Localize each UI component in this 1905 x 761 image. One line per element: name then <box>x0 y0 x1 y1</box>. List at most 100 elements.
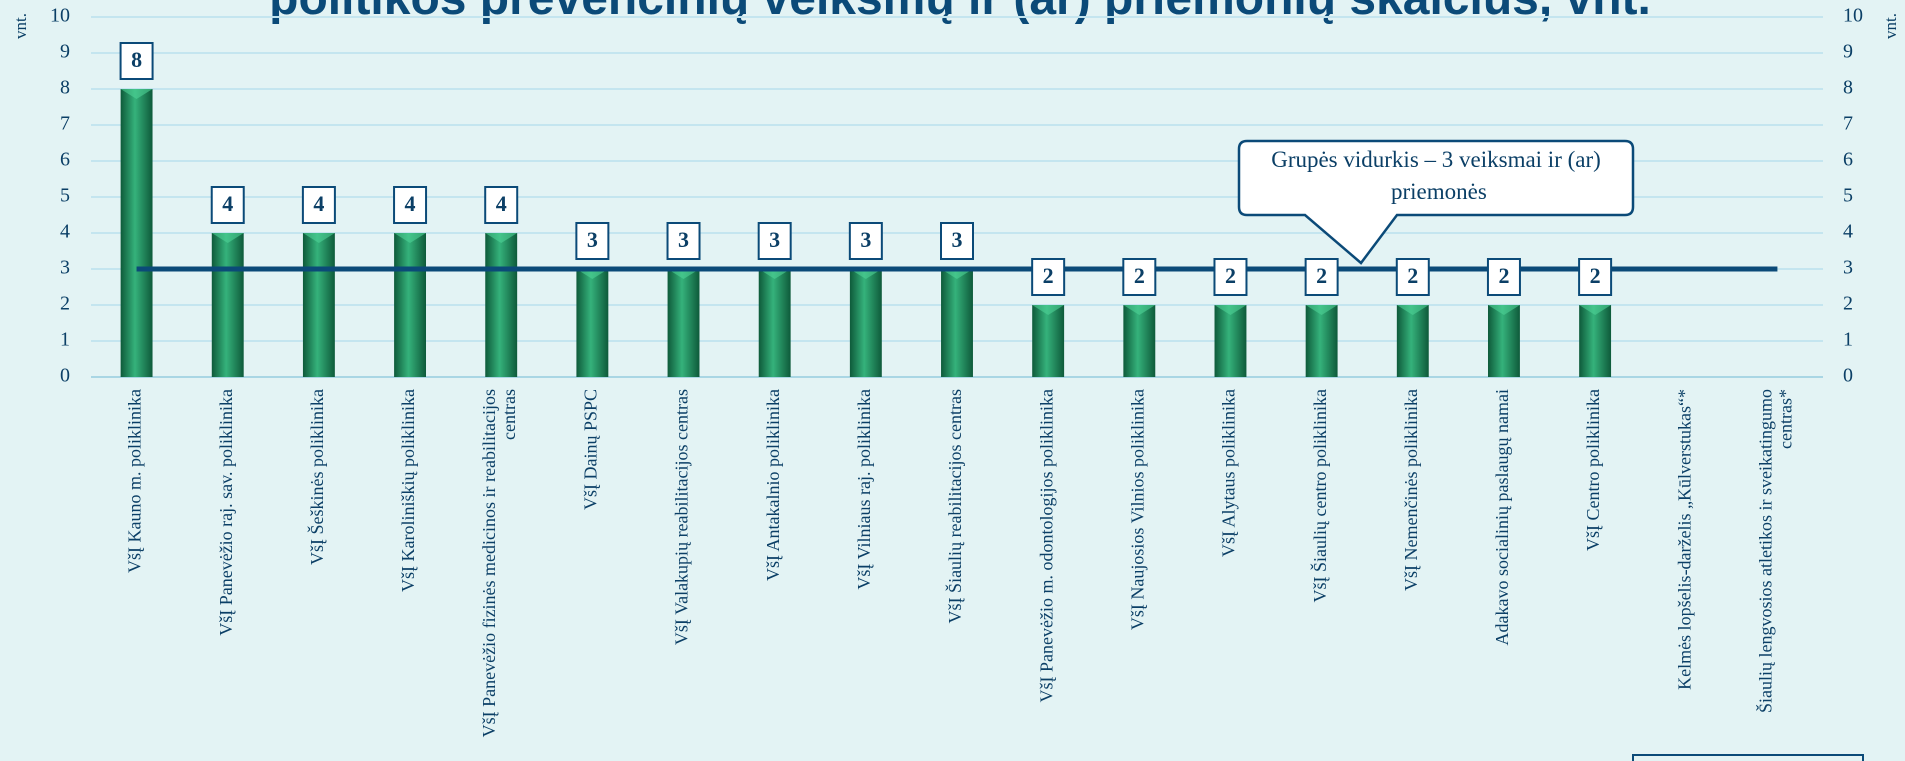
value-label: 8 <box>131 47 142 72</box>
y2-tick-label: 6 <box>1843 149 1853 171</box>
bar-top <box>485 233 518 243</box>
bar-top <box>302 233 335 243</box>
bar <box>302 233 335 377</box>
bar <box>667 269 700 377</box>
y-tick-label: 7 <box>60 113 70 135</box>
bar-top <box>1305 305 1338 315</box>
x-tick-label: VšĮ Panevėžio fizinės medicinos ir reabi… <box>479 389 519 737</box>
y-tick-label: 8 <box>60 77 70 99</box>
y2-tick-label: 1 <box>1843 329 1853 351</box>
x-tick-label: VšĮ Antakalnio poliklinika <box>763 389 783 581</box>
value-label-box <box>210 186 245 224</box>
bar <box>576 269 609 377</box>
bar <box>1305 305 1338 377</box>
x-tick-label: VšĮ Panevėžio m. odontologijos poliklini… <box>1036 389 1056 702</box>
y2-tick-label: 0 <box>1843 365 1853 387</box>
y2-tick-label: 8 <box>1843 77 1853 99</box>
x-tick-label: VšĮ Šeškinės poliklinika <box>306 389 327 565</box>
y-tick-label: 10 <box>50 5 70 27</box>
x-tick-label: VšĮ Valakupių reabilitacijos centras <box>672 389 692 645</box>
y-axis-label: vnt. <box>11 13 30 39</box>
value-label-box <box>1578 258 1613 296</box>
value-label-box <box>848 222 883 260</box>
bar <box>394 233 427 377</box>
bar-top <box>1214 305 1247 315</box>
y2-tick-label: 4 <box>1843 221 1853 243</box>
y-tick-label: 4 <box>60 221 70 243</box>
y2-tick-label: 7 <box>1843 113 1853 135</box>
bar <box>849 269 882 377</box>
value-label: 2 <box>1407 263 1418 288</box>
bar-top <box>120 89 153 99</box>
x-tick-label: VšĮ Karoliniškių poliklinika <box>398 389 418 592</box>
x-tick-label: VšĮ Vilniaus raj. poliklinika <box>854 389 874 590</box>
x-tick-label: VšĮ Naujosios Vilnios poliklinika <box>1127 389 1147 630</box>
value-label: 3 <box>587 227 598 252</box>
value-label: 2 <box>1225 263 1236 288</box>
y-tick-label: 0 <box>60 365 70 387</box>
y-tick-label: 3 <box>60 257 70 279</box>
value-label: 2 <box>1498 263 1509 288</box>
value-label-box <box>1031 258 1066 296</box>
annotation: Grupės vidurkis – 3 veiksmai ir (ar) pri… <box>1271 147 1601 204</box>
x-tick-label: Adakavo socialinių paslaugų namai <box>1492 389 1512 645</box>
bar <box>941 269 973 377</box>
value-label: 4 <box>496 191 507 216</box>
x-tick-label: VšĮ Alytaus poliklinika <box>1219 389 1239 557</box>
value-label: 3 <box>952 227 963 252</box>
bar <box>758 269 791 377</box>
value-label-box <box>119 42 154 80</box>
x-tick-label: Šiaulių lengvosios atletikos ir sveikati… <box>1755 389 1796 713</box>
value-label: 4 <box>222 191 233 216</box>
bar <box>1579 305 1612 377</box>
value-label: 2 <box>1134 263 1145 288</box>
value-label: 3 <box>860 227 871 252</box>
y-tick-label: 1 <box>60 329 70 351</box>
note-box <box>1632 754 1864 761</box>
value-label: 3 <box>769 227 780 252</box>
x-tick-label: VšĮ Nemenčinės poliklinika <box>1401 389 1421 591</box>
value-label-box <box>1304 258 1339 296</box>
x-tick-label: VšĮ Šiaulių reabilitacijos centras <box>944 389 965 623</box>
x-tick-label: VšĮ Centro poliklinika <box>1583 389 1603 551</box>
value-label: 2 <box>1590 263 1601 288</box>
bar <box>1123 305 1156 377</box>
bar-top <box>1396 305 1429 315</box>
value-label-box <box>301 186 336 224</box>
y-tick-label: 9 <box>60 41 70 63</box>
value-label: 3 <box>678 227 689 252</box>
value-label-box <box>1395 258 1430 296</box>
chart-title: politikos prevencinių veiksmų ir (ar) pr… <box>269 0 1651 25</box>
x-tick-label: VšĮ Šiaulių centro poliklinika <box>1309 389 1330 602</box>
value-label: 4 <box>405 191 416 216</box>
bar-top <box>1032 305 1065 315</box>
bar-top <box>211 233 244 243</box>
bar <box>1396 305 1429 377</box>
value-label: 2 <box>1043 263 1054 288</box>
y2-tick-label: 2 <box>1843 293 1853 315</box>
value-label-box <box>484 186 519 224</box>
y2-tick-label: 9 <box>1843 41 1853 63</box>
y2-axis-label: vnt. <box>1881 13 1900 39</box>
x-tick-label: VšĮ Panevėžio raj. sav. poliklinika <box>216 389 236 636</box>
bar <box>1032 305 1065 377</box>
value-label-box <box>757 222 792 260</box>
value-label-box <box>1213 258 1248 296</box>
bar <box>485 233 518 377</box>
x-tick-label: VšĮ Dainų PSPC <box>580 389 600 510</box>
y-tick-label: 6 <box>60 149 70 171</box>
bar-top <box>1579 305 1612 315</box>
y2-tick-label: 10 <box>1843 5 1863 27</box>
value-label-box <box>1122 258 1157 296</box>
y2-tick-label: 3 <box>1843 257 1853 279</box>
bar-top <box>1487 305 1520 315</box>
y-tick-label: 2 <box>60 293 70 315</box>
bar <box>1487 305 1520 377</box>
x-tick-label: VšĮ Kauno m. poliklinika <box>125 389 145 573</box>
bar-top <box>394 233 427 243</box>
y-tick-label: 5 <box>60 185 70 207</box>
value-label-box <box>940 222 974 260</box>
bar-top <box>1123 305 1156 315</box>
y2-tick-label: 5 <box>1843 185 1853 207</box>
